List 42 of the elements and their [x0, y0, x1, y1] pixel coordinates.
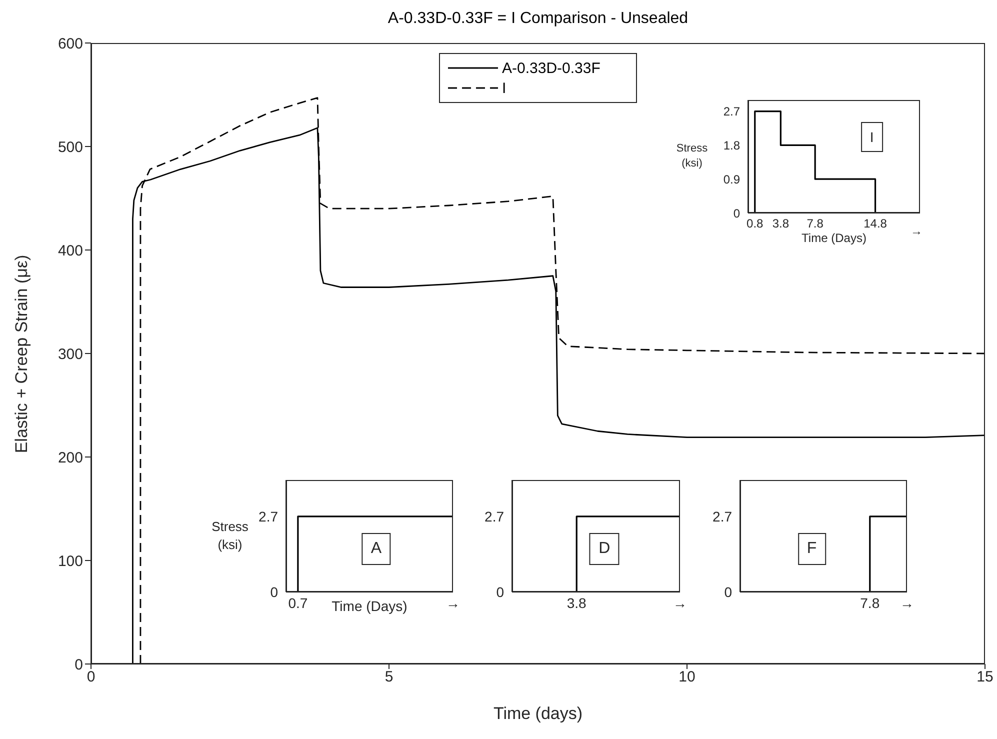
x-tick-label: 0.8	[746, 216, 764, 231]
x-tick-label: →	[446, 594, 460, 611]
y-tick-label: 1.8	[723, 138, 740, 152]
annotation: I	[860, 122, 883, 152]
y-tick-label: 600	[58, 35, 83, 52]
x-tick-label: 10	[678, 668, 696, 686]
y-axis-title: Stress (ksi)	[675, 141, 709, 172]
x-tick-label: 0	[86, 668, 96, 686]
x-tick-label: 3.8	[772, 216, 790, 231]
y-tick-label: 0	[724, 584, 732, 600]
y-tick-label: 0	[733, 206, 740, 220]
x-tick-label: 7.8	[806, 216, 824, 231]
x-tick-label: 15	[976, 668, 994, 686]
y-tick-label: 0.9	[723, 172, 740, 186]
x-tick-label: 14.8	[864, 216, 888, 231]
y-axis-title: Stress (ksi)	[210, 518, 250, 554]
x-tick-label: 3.8	[566, 594, 587, 611]
chart-title: A-0.33D-0.33F = I Comparison - Unsealed	[386, 10, 690, 28]
y-tick-label: 2.7	[723, 104, 740, 119]
y-tick-label: 2.7	[484, 508, 504, 524]
y-tick-label: 2.7	[258, 508, 278, 524]
x-axis-title: Time (days)	[492, 704, 584, 724]
x-tick-label: 5	[384, 668, 394, 686]
x-tick-label: 7.8	[860, 594, 880, 611]
annotation: D	[590, 533, 620, 566]
legend-label: A-0.33D-0.33F	[502, 60, 600, 76]
x-tick-label: →	[900, 594, 914, 611]
y-tick-label: 500	[58, 138, 83, 156]
y-tick-label: 0	[74, 656, 83, 674]
x-tick-label: 0.7	[288, 594, 308, 611]
y-tick-label: 200	[58, 449, 83, 466]
annotation: A	[362, 533, 391, 566]
y-tick-label: 100	[58, 552, 83, 570]
y-axis-title: Elastic + Creep Strain (με)	[12, 254, 32, 453]
y-tick-label: 2.7	[712, 508, 732, 524]
legend-label: I	[502, 80, 506, 96]
x-axis-title: Time (Days)	[332, 598, 408, 614]
x-axis-title: Time (Days)	[802, 231, 866, 245]
annotation: F	[798, 533, 826, 566]
y-tick-label: 300	[58, 346, 83, 363]
x-tick-label: →	[673, 594, 687, 611]
y-tick-label: 400	[58, 242, 83, 260]
